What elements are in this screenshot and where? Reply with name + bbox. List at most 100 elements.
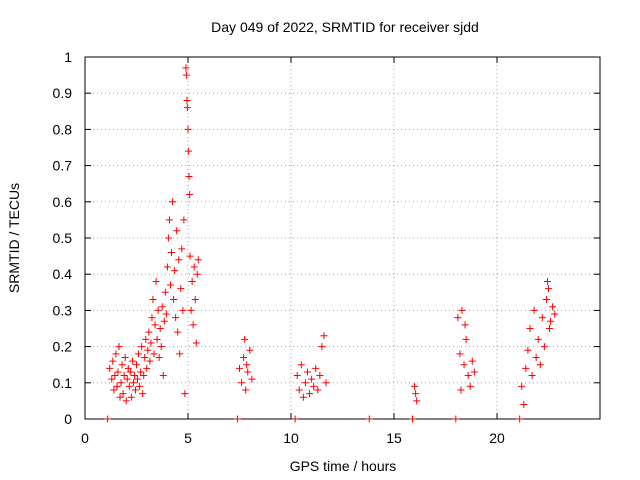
data-point [111,372,119,380]
data-point [542,296,550,304]
data-point [120,372,128,380]
data-point [536,361,544,369]
x-tick-label: 10 [283,430,299,446]
data-point [114,368,122,376]
data-point [187,306,195,314]
data-point [124,364,132,372]
data-point [176,350,184,358]
data-point [306,390,314,398]
data-point [549,303,557,311]
data-point [295,386,303,394]
data-point [163,263,171,271]
data-point [180,216,188,224]
y-tick-label: 0.6 [53,194,73,210]
data-point [133,361,140,369]
data-point [322,379,330,387]
data-point [183,104,191,112]
data-point [457,386,465,394]
data-point [318,343,326,351]
data-point [191,296,199,304]
data-point [246,346,254,354]
data-point [454,314,462,322]
plot-frame [84,56,601,420]
data-point [144,346,152,354]
data-point [189,321,197,329]
data-point [142,335,150,343]
data-point [516,415,524,423]
data-point [137,368,145,376]
data-point [128,357,136,365]
data-point [125,382,133,390]
y-axis-label: SRMTID / TECUs [6,183,22,293]
data-point [520,401,528,409]
data-point [546,325,554,332]
data-point [149,296,157,304]
data-point [293,372,301,380]
data-point [152,277,160,285]
y-tick-label: 0.3 [53,302,73,318]
data-point [452,415,460,423]
data-point [409,415,417,423]
y-tick-label: 0.1 [53,375,73,391]
data-point [122,397,130,405]
data-point [236,364,243,372]
data-point [146,357,154,365]
data-point [238,379,246,387]
data-point [136,382,144,390]
data-point [524,346,532,354]
data-point [532,353,540,361]
data-point [522,364,530,372]
data-point [184,125,192,133]
data-point [551,310,559,318]
data-point [179,306,187,314]
data-point [458,306,466,314]
data-point [154,306,162,314]
data-point [141,353,149,361]
data-point [538,314,546,322]
data-point [145,328,153,336]
data-point [310,382,318,390]
data-point [299,393,307,401]
data-point [248,375,256,383]
data-point [126,368,134,376]
data-point [158,303,166,311]
data-point [159,372,167,380]
data-point [526,325,534,332]
data-point [534,335,542,343]
chart-title: Day 049 of 2022, SRMTID for receiver sjd… [211,19,479,35]
data-point [233,415,241,423]
data-point [460,361,468,369]
data-point [177,285,185,293]
data-point [182,71,190,79]
data-point [118,361,126,369]
data-point [135,350,143,358]
data-point [168,248,176,256]
data-point [464,372,472,380]
data-point [150,350,158,358]
data-point [456,350,464,358]
data-point [312,364,320,372]
data-point [148,314,156,322]
data-point [113,382,121,390]
data-point [166,281,174,289]
data-point [297,361,305,369]
data-point [291,415,299,423]
data-point [172,314,180,322]
data-point [121,353,129,361]
data-point [170,296,178,304]
y-tick-label: 1 [64,49,72,65]
data-point [301,379,309,387]
data-point [182,64,190,72]
data-point [160,317,168,325]
y-tick-label: 0.4 [53,266,73,282]
data-point [241,335,249,343]
data-point [411,382,419,390]
data-point [156,325,164,332]
data-point [129,379,137,387]
data-point [112,350,120,358]
data-point [157,343,165,351]
data-point [151,321,159,329]
data-point [134,375,142,383]
data-point [127,393,135,401]
